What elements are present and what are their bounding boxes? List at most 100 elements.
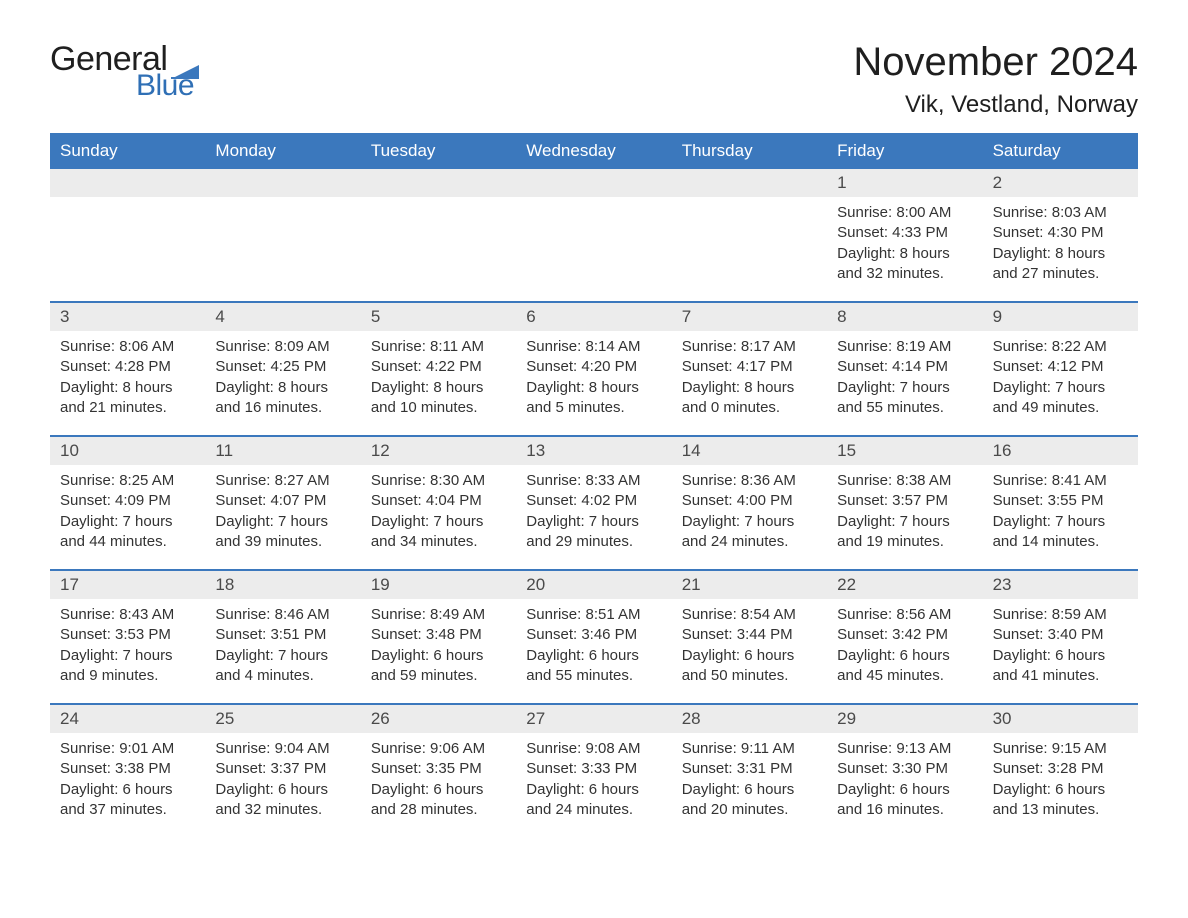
brand-logo: General Blue [50,40,199,103]
day-cell: 25Sunrise: 9:04 AMSunset: 3:37 PMDayligh… [205,705,360,837]
week-row: 10Sunrise: 8:25 AMSunset: 4:09 PMDayligh… [50,435,1138,569]
sunrise-line: Sunrise: 8:27 AM [215,471,350,491]
sunset-line: Sunset: 3:48 PM [371,625,506,645]
sunrise-line: Sunrise: 8:14 AM [526,337,661,357]
day-body: Sunrise: 8:30 AMSunset: 4:04 PMDaylight:… [361,465,516,562]
day-cell: 1Sunrise: 8:00 AMSunset: 4:33 PMDaylight… [827,169,982,301]
day-number [672,169,827,197]
week-row: 3Sunrise: 8:06 AMSunset: 4:28 PMDaylight… [50,301,1138,435]
page-title: November 2024 [853,40,1138,85]
day-body: Sunrise: 9:04 AMSunset: 3:37 PMDaylight:… [205,733,360,830]
day-body: Sunrise: 8:38 AMSunset: 3:57 PMDaylight:… [827,465,982,562]
day-number: 1 [827,169,982,197]
sunset-line: Sunset: 3:38 PM [60,759,195,779]
daylight-line: Daylight: 6 hours and 55 minutes. [526,646,661,687]
day-cell [50,169,205,301]
day-body: Sunrise: 9:06 AMSunset: 3:35 PMDaylight:… [361,733,516,830]
day-cell: 16Sunrise: 8:41 AMSunset: 3:55 PMDayligh… [983,437,1138,569]
day-number: 7 [672,303,827,331]
day-cell: 12Sunrise: 8:30 AMSunset: 4:04 PMDayligh… [361,437,516,569]
day-number: 8 [827,303,982,331]
day-number: 9 [983,303,1138,331]
sunset-line: Sunset: 3:44 PM [682,625,817,645]
weekday-header: SundayMondayTuesdayWednesdayThursdayFrid… [50,133,1138,169]
day-cell: 6Sunrise: 8:14 AMSunset: 4:20 PMDaylight… [516,303,671,435]
day-number: 20 [516,571,671,599]
header: General Blue November 2024 Vik, Vestland… [50,40,1138,119]
sunset-line: Sunset: 4:30 PM [993,223,1128,243]
day-cell: 30Sunrise: 9:15 AMSunset: 3:28 PMDayligh… [983,705,1138,837]
day-cell: 5Sunrise: 8:11 AMSunset: 4:22 PMDaylight… [361,303,516,435]
sunrise-line: Sunrise: 8:19 AM [837,337,972,357]
day-body: Sunrise: 8:09 AMSunset: 4:25 PMDaylight:… [205,331,360,428]
day-cell [361,169,516,301]
weekday-label: Tuesday [361,133,516,169]
day-number: 15 [827,437,982,465]
day-number: 14 [672,437,827,465]
day-number: 18 [205,571,360,599]
sunrise-line: Sunrise: 8:33 AM [526,471,661,491]
day-number: 12 [361,437,516,465]
day-number [205,169,360,197]
day-number: 5 [361,303,516,331]
day-number: 6 [516,303,671,331]
day-body: Sunrise: 9:08 AMSunset: 3:33 PMDaylight:… [516,733,671,830]
sunset-line: Sunset: 3:42 PM [837,625,972,645]
sunset-line: Sunset: 4:28 PM [60,357,195,377]
day-body: Sunrise: 8:36 AMSunset: 4:00 PMDaylight:… [672,465,827,562]
sunset-line: Sunset: 3:37 PM [215,759,350,779]
day-body [672,197,827,213]
daylight-line: Daylight: 7 hours and 24 minutes. [682,512,817,553]
day-number: 30 [983,705,1138,733]
day-cell: 20Sunrise: 8:51 AMSunset: 3:46 PMDayligh… [516,571,671,703]
day-body: Sunrise: 9:11 AMSunset: 3:31 PMDaylight:… [672,733,827,830]
day-body: Sunrise: 8:41 AMSunset: 3:55 PMDaylight:… [983,465,1138,562]
day-body: Sunrise: 8:19 AMSunset: 4:14 PMDaylight:… [827,331,982,428]
day-body [50,197,205,213]
day-body: Sunrise: 8:56 AMSunset: 3:42 PMDaylight:… [827,599,982,696]
sunset-line: Sunset: 4:09 PM [60,491,195,511]
sunset-line: Sunset: 4:14 PM [837,357,972,377]
day-cell: 9Sunrise: 8:22 AMSunset: 4:12 PMDaylight… [983,303,1138,435]
daylight-line: Daylight: 6 hours and 59 minutes. [371,646,506,687]
day-cell: 24Sunrise: 9:01 AMSunset: 3:38 PMDayligh… [50,705,205,837]
day-cell: 13Sunrise: 8:33 AMSunset: 4:02 PMDayligh… [516,437,671,569]
day-number: 22 [827,571,982,599]
weeks-container: 1Sunrise: 8:00 AMSunset: 4:33 PMDaylight… [50,169,1138,837]
sunrise-line: Sunrise: 8:22 AM [993,337,1128,357]
sunrise-line: Sunrise: 9:04 AM [215,739,350,759]
daylight-line: Daylight: 6 hours and 45 minutes. [837,646,972,687]
daylight-line: Daylight: 7 hours and 4 minutes. [215,646,350,687]
sunrise-line: Sunrise: 8:56 AM [837,605,972,625]
day-cell [205,169,360,301]
week-row: 1Sunrise: 8:00 AMSunset: 4:33 PMDaylight… [50,169,1138,301]
week-row: 17Sunrise: 8:43 AMSunset: 3:53 PMDayligh… [50,569,1138,703]
day-number: 4 [205,303,360,331]
day-body: Sunrise: 9:15 AMSunset: 3:28 PMDaylight:… [983,733,1138,830]
sunrise-line: Sunrise: 8:03 AM [993,203,1128,223]
day-body: Sunrise: 8:25 AMSunset: 4:09 PMDaylight:… [50,465,205,562]
daylight-line: Daylight: 6 hours and 24 minutes. [526,780,661,821]
day-number [516,169,671,197]
day-number: 13 [516,437,671,465]
day-body: Sunrise: 9:13 AMSunset: 3:30 PMDaylight:… [827,733,982,830]
day-body: Sunrise: 8:49 AMSunset: 3:48 PMDaylight:… [361,599,516,696]
day-body [516,197,671,213]
day-cell: 26Sunrise: 9:06 AMSunset: 3:35 PMDayligh… [361,705,516,837]
daylight-line: Daylight: 6 hours and 32 minutes. [215,780,350,821]
daylight-line: Daylight: 6 hours and 37 minutes. [60,780,195,821]
daylight-line: Daylight: 7 hours and 14 minutes. [993,512,1128,553]
day-body: Sunrise: 8:43 AMSunset: 3:53 PMDaylight:… [50,599,205,696]
day-cell: 23Sunrise: 8:59 AMSunset: 3:40 PMDayligh… [983,571,1138,703]
sunrise-line: Sunrise: 9:06 AM [371,739,506,759]
day-cell: 19Sunrise: 8:49 AMSunset: 3:48 PMDayligh… [361,571,516,703]
day-number: 25 [205,705,360,733]
weekday-label: Friday [827,133,982,169]
sunrise-line: Sunrise: 9:11 AM [682,739,817,759]
sunrise-line: Sunrise: 8:43 AM [60,605,195,625]
weekday-label: Saturday [983,133,1138,169]
calendar: SundayMondayTuesdayWednesdayThursdayFrid… [50,133,1138,837]
day-number: 28 [672,705,827,733]
day-number [361,169,516,197]
sunrise-line: Sunrise: 8:06 AM [60,337,195,357]
